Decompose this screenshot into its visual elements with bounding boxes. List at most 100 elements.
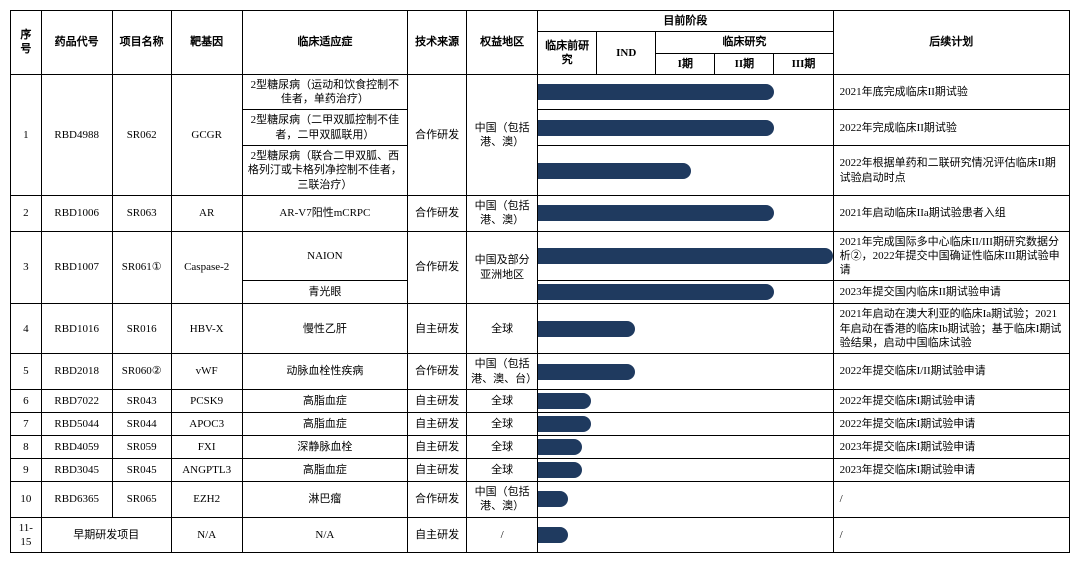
h-ind-stage: IND: [597, 32, 656, 75]
cell: 高脂血症: [242, 412, 407, 435]
cell: SR043: [112, 389, 171, 412]
cell: /: [833, 517, 1069, 553]
cell: 自主研发: [408, 304, 467, 354]
table-row: 9RBD3045SR045ANGPTL3高脂血症自主研发全球2023年提交临床I…: [11, 458, 1070, 481]
cell: 3: [11, 231, 42, 304]
progress-bar: [538, 462, 582, 478]
h-region: 权益地区: [467, 11, 538, 75]
cell: SR061①: [112, 231, 171, 304]
cell: 9: [11, 458, 42, 481]
cell: 2023年提交临床I期试验申请: [833, 435, 1069, 458]
cell: 2022年提交临床I期试验申请: [833, 412, 1069, 435]
cell: SR062: [112, 74, 171, 195]
h-plan: 后续计划: [833, 11, 1069, 75]
cell: 11-15: [11, 517, 42, 553]
cell: 青光眼: [242, 281, 407, 304]
h-target: 靶基因: [171, 11, 242, 75]
cell: 2021年启动临床IIa期试验患者入组: [833, 195, 1069, 231]
cell: 合作研发: [408, 231, 467, 304]
cell: RBD1007: [41, 231, 112, 304]
stage-bar-cell: [538, 195, 834, 231]
cell: 2022年提交临床I/II期试验申请: [833, 354, 1069, 390]
table-row: 5RBD2018SR060②vWF动脉血栓性疾病合作研发中国（包括港、澳、台）2…: [11, 354, 1070, 390]
table-row: 10RBD6365SR065EZH2淋巴瘤合作研发中国（包括港、澳）/: [11, 481, 1070, 517]
cell: 自主研发: [408, 389, 467, 412]
table-row: 3RBD1007SR061①Caspase-2NAION合作研发中国及部分亚洲地…: [11, 231, 1070, 281]
cell: 2型糖尿病（联合二甲双胍、西格列汀或卡格列净控制不佳者，三联治疗）: [242, 146, 407, 196]
h-phase2: II期: [715, 53, 774, 74]
pipeline-table: 序号 药品代号 项目名称 靶基因 临床适应症 技术来源 权益地区 目前阶段 后续…: [10, 10, 1070, 553]
stage-bar-cell: [538, 304, 834, 354]
cell: RBD5044: [41, 412, 112, 435]
stage-bar-cell: [538, 412, 834, 435]
cell: N/A: [171, 517, 242, 553]
cell: 合作研发: [408, 481, 467, 517]
cell: 2021年启动在澳大利亚的临床Ia期试验；2021年启动在香港的临床Ib期试验；…: [833, 304, 1069, 354]
cell: EZH2: [171, 481, 242, 517]
cell: 中国及部分亚洲地区: [467, 231, 538, 304]
cell: 深静脉血栓: [242, 435, 407, 458]
progress-bar: [538, 393, 591, 409]
cell: 自主研发: [408, 458, 467, 481]
cell: APOC3: [171, 412, 242, 435]
h-proj: 项目名称: [112, 11, 171, 75]
cell: 动脉血栓性疾病: [242, 354, 407, 390]
stage-bar-cell: [538, 74, 834, 110]
h-seq: 序号: [11, 11, 42, 75]
cell: PCSK9: [171, 389, 242, 412]
cell: SR065: [112, 481, 171, 517]
cell: 全球: [467, 435, 538, 458]
progress-bar: [538, 284, 774, 300]
cell: 2022年根据单药和二联研究情况评估临床II期试验启动时点: [833, 146, 1069, 196]
cell: AR-V7阳性mCRPC: [242, 195, 407, 231]
h-preclinical: 临床前研究: [538, 32, 597, 75]
stage-bar-cell: [538, 231, 834, 281]
cell: SR060②: [112, 354, 171, 390]
h-ind: 临床适应症: [242, 11, 407, 75]
cell: 2022年完成临床II期试验: [833, 110, 1069, 146]
stage-bar-cell: [538, 458, 834, 481]
h-code: 药品代号: [41, 11, 112, 75]
cell: 中国（包括港、澳）: [467, 74, 538, 195]
cell: 中国（包括港、澳、台）: [467, 354, 538, 390]
cell: N/A: [242, 517, 407, 553]
cell: 4: [11, 304, 42, 354]
cell: 全球: [467, 389, 538, 412]
progress-bar: [538, 364, 635, 380]
h-clinical: 临床研究: [656, 32, 833, 53]
table-row: 11-15早期研发项目N/AN/A自主研发//: [11, 517, 1070, 553]
table-row: 4RBD1016SR016HBV-X慢性乙肝自主研发全球2021年启动在澳大利亚…: [11, 304, 1070, 354]
cell: 1: [11, 74, 42, 195]
progress-bar: [538, 439, 582, 455]
cell: RBD7022: [41, 389, 112, 412]
cell: 2023年提交国内临床II期试验申请: [833, 281, 1069, 304]
cell: RBD4988: [41, 74, 112, 195]
cell: 中国（包括港、澳）: [467, 195, 538, 231]
cell: 8: [11, 435, 42, 458]
progress-bar: [538, 527, 567, 543]
cell: RBD1016: [41, 304, 112, 354]
progress-bar: [538, 163, 691, 179]
table-row: 7RBD5044SR044APOC3高脂血症自主研发全球2022年提交临床I期试…: [11, 412, 1070, 435]
stage-bar-cell: [538, 389, 834, 412]
cell: 慢性乙肝: [242, 304, 407, 354]
cell: HBV-X: [171, 304, 242, 354]
cell: 自主研发: [408, 517, 467, 553]
stage-bar-cell: [538, 146, 834, 196]
cell: vWF: [171, 354, 242, 390]
cell: 2021年底完成临床II期试验: [833, 74, 1069, 110]
progress-bar: [538, 120, 774, 136]
cell: 合作研发: [408, 195, 467, 231]
cell: 2023年提交临床I期试验申请: [833, 458, 1069, 481]
table-header: 序号 药品代号 项目名称 靶基因 临床适应症 技术来源 权益地区 目前阶段 后续…: [11, 11, 1070, 75]
cell: 2型糖尿病（运动和饮食控制不佳者，单药治疗）: [242, 74, 407, 110]
cell: 合作研发: [408, 74, 467, 195]
stage-bar-cell: [538, 354, 834, 390]
cell: RBD1006: [41, 195, 112, 231]
cell: SR044: [112, 412, 171, 435]
cell: AR: [171, 195, 242, 231]
cell: RBD4059: [41, 435, 112, 458]
cell: ANGPTL3: [171, 458, 242, 481]
cell: 全球: [467, 458, 538, 481]
cell: 自主研发: [408, 412, 467, 435]
